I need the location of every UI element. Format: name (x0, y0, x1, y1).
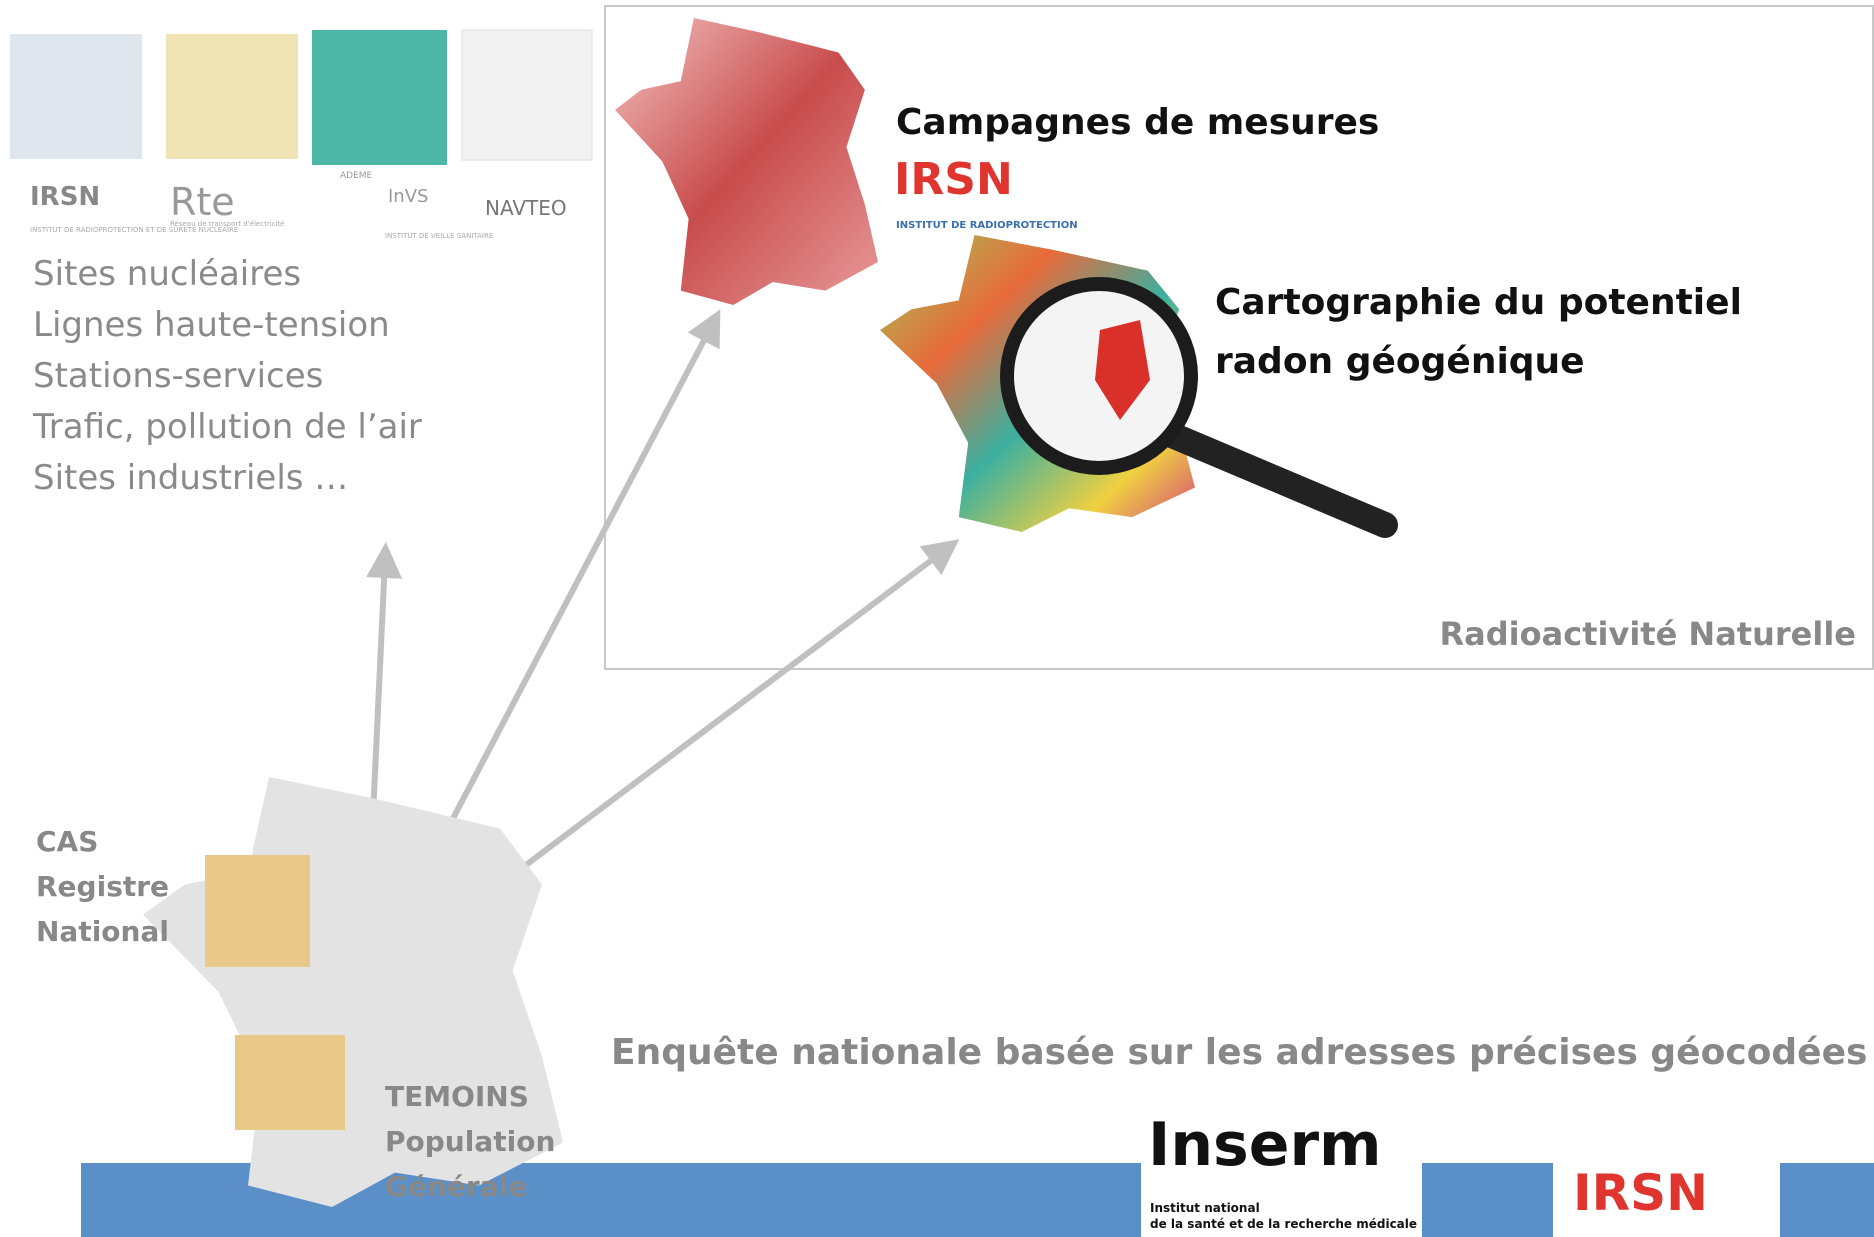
box-label: Radioactivité Naturelle (1440, 615, 1856, 653)
source-logo: Rte (170, 180, 235, 224)
source-logo: InVS (388, 186, 428, 207)
slide: IRSN Rte ADEME InVS NAVTEO INSTITUT DE RADIOP… (0, 0, 1874, 1237)
controls-label: Générale (385, 1170, 527, 1203)
source-thumbnails (10, 30, 592, 165)
source-logo: NAVTEO (485, 196, 567, 220)
cases-label: CAS (36, 825, 98, 858)
survey-label: Enquête nationale basée sur les adresses… (611, 1032, 1867, 1073)
cases-label: Registre (36, 870, 169, 903)
control-photo (235, 1035, 345, 1130)
logo-caption: INSTITUT DE VEILLE SANITAIRE (385, 232, 493, 240)
mapping-title: radon géogénique (1215, 341, 1585, 382)
radon-measure-map (615, 18, 878, 305)
controls-label: Population (385, 1125, 555, 1158)
irsn-caption: INSTITUT DE RADIOPROTECTION (896, 220, 1078, 231)
irsn-logo: IRSN (1573, 1164, 1708, 1222)
irsn-logo: IRSN (894, 154, 1013, 205)
source-item: Lignes haute-tension (33, 305, 390, 345)
logo-caption: Réseau de transport d'électricité (170, 220, 285, 228)
case-photo (205, 855, 310, 967)
source-logo: ADEME (340, 171, 373, 181)
campaigns-title: Campagnes de mesures (896, 102, 1379, 143)
inserm-caption: de la santé et de la recherche médicale (1150, 1217, 1417, 1231)
source-item: Stations-services (33, 356, 323, 396)
inserm-caption: Institut national (1150, 1201, 1260, 1215)
magnifier-handle (1160, 430, 1385, 525)
source-item: Trafic, pollution de l’air (32, 407, 422, 447)
controls-label: TEMOINS (385, 1080, 529, 1113)
inserm-logo: Inserm (1148, 1110, 1382, 1180)
source-list: Sites nucléaires Lignes haute-tension Stat… (32, 254, 422, 498)
cases-label: National (36, 915, 169, 948)
source-logo: IRSN (30, 182, 100, 212)
mapping-title: Cartographie du potentiel (1215, 282, 1742, 323)
source-item: Sites nucléaires (33, 254, 301, 294)
source-item: Sites industriels … (33, 458, 348, 498)
